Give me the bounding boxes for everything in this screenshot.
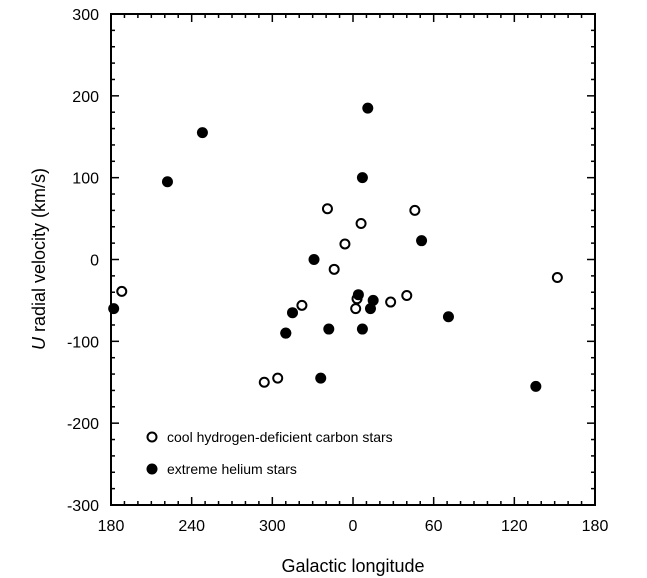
x-tick-label: 240 <box>178 518 205 535</box>
helium-star-point <box>367 294 379 306</box>
helium-star-point <box>352 289 364 301</box>
carbon-star-point <box>355 217 367 229</box>
data-points <box>108 102 563 392</box>
carbon-star-point <box>350 303 362 315</box>
x-tick-label: 180 <box>98 518 125 535</box>
legend-label-carbon-stars: cool hydrogen-deficient carbon stars <box>167 429 393 445</box>
x-axis-title: Galactic longitude <box>281 556 424 576</box>
y-tick-label: 200 <box>72 89 99 106</box>
legend-marker-open-circle <box>146 431 158 443</box>
x-tick-label: 0 <box>349 518 358 535</box>
carbon-star-point <box>339 238 351 250</box>
tick-labels: 180 240 300 0 60 120 180 -300 -200 -100 0 100 200 300 <box>67 7 608 535</box>
carbon-star-point <box>321 203 333 215</box>
helium-star-point <box>442 311 454 323</box>
x-tick-label: 300 <box>259 518 286 535</box>
carbon-star-point <box>551 272 563 284</box>
helium-star-point <box>416 235 428 247</box>
legend-marker-filled-circle <box>146 463 158 475</box>
carbon-star-point <box>258 376 270 388</box>
carbon-star-point <box>272 372 284 384</box>
y-tick-label: -200 <box>67 416 99 433</box>
legend: cool hydrogen-deficient carbon stars ext… <box>146 429 393 477</box>
helium-star-point <box>161 176 173 188</box>
helium-star-point <box>530 380 542 392</box>
helium-star-point <box>356 172 368 184</box>
helium-star-point <box>356 323 368 335</box>
helium-star-point <box>287 307 298 319</box>
helium-star-point <box>362 102 374 114</box>
y-axis-title-italic: U <box>29 336 49 350</box>
x-tick-label: 120 <box>501 518 528 535</box>
y-tick-label: -100 <box>67 334 99 351</box>
y-axis-title-rest: radial velocity (km/s) <box>29 168 49 337</box>
carbon-star-point <box>385 296 397 308</box>
x-tick-label: 60 <box>425 518 443 535</box>
helium-star-point <box>196 127 208 139</box>
axis-ticks <box>110 13 596 506</box>
helium-star-point <box>323 323 335 335</box>
helium-star-point <box>308 254 320 265</box>
y-axis-title: U radial velocity (km/s) <box>29 168 49 350</box>
carbon-star-point <box>409 204 421 216</box>
y-tick-label: 300 <box>72 7 99 24</box>
legend-label-helium-stars: extreme helium stars <box>167 461 297 477</box>
y-tick-label: -300 <box>67 498 99 515</box>
helium-star-point <box>280 327 292 339</box>
carbon-star-point <box>116 285 128 297</box>
x-tick-label: 180 <box>582 518 609 535</box>
carbon-star-point <box>328 263 340 275</box>
carbon-star-point <box>401 290 413 302</box>
carbon-star-point <box>296 299 308 311</box>
helium-star-point <box>315 372 327 384</box>
y-tick-label: 0 <box>90 253 99 270</box>
helium-star-point <box>108 303 120 315</box>
y-tick-label: 100 <box>72 171 99 188</box>
